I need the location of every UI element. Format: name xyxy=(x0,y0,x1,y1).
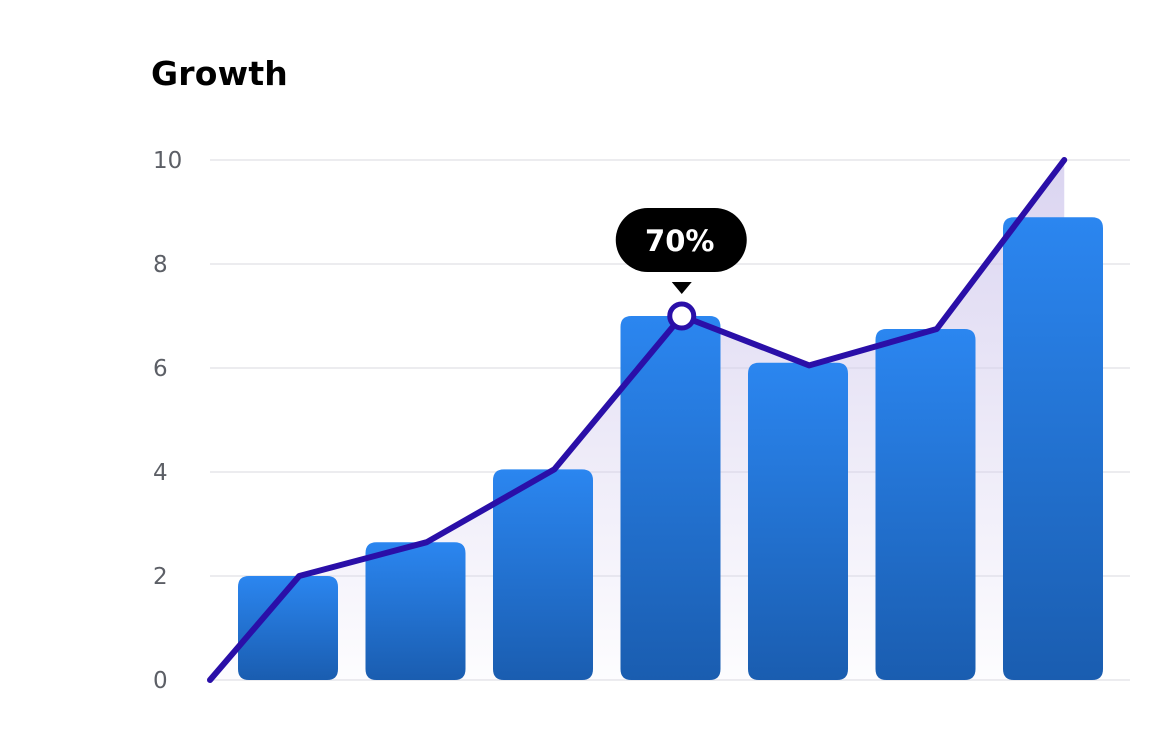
tooltip-bubble xyxy=(615,208,747,272)
bar-1 xyxy=(238,576,338,680)
y-tick-label: 0 xyxy=(153,668,168,694)
bar-layer xyxy=(238,217,1103,680)
highlight-point xyxy=(667,301,697,331)
bar-5 xyxy=(748,362,848,680)
bar-6 xyxy=(875,329,976,680)
bar-4 xyxy=(620,316,721,680)
y-tick-label: 8 xyxy=(153,252,168,278)
line-layer xyxy=(207,157,1068,683)
y-tick-label: 4 xyxy=(153,460,168,486)
annotation-layer: 70% xyxy=(615,208,747,331)
y-tick-label: 10 xyxy=(153,148,182,174)
bar-3 xyxy=(493,469,593,680)
y-tick-label: 2 xyxy=(153,564,168,590)
tooltip-label: 70% xyxy=(645,224,714,258)
chart-title: Growth xyxy=(151,54,288,93)
tick-layer: 0 2 4 6 8 10 xyxy=(153,148,182,694)
bar-2 xyxy=(365,542,466,680)
bar-7 xyxy=(1003,217,1103,680)
y-tick-label: 6 xyxy=(153,356,168,382)
tooltip-pointer xyxy=(671,282,692,294)
growth-line xyxy=(207,157,1068,683)
